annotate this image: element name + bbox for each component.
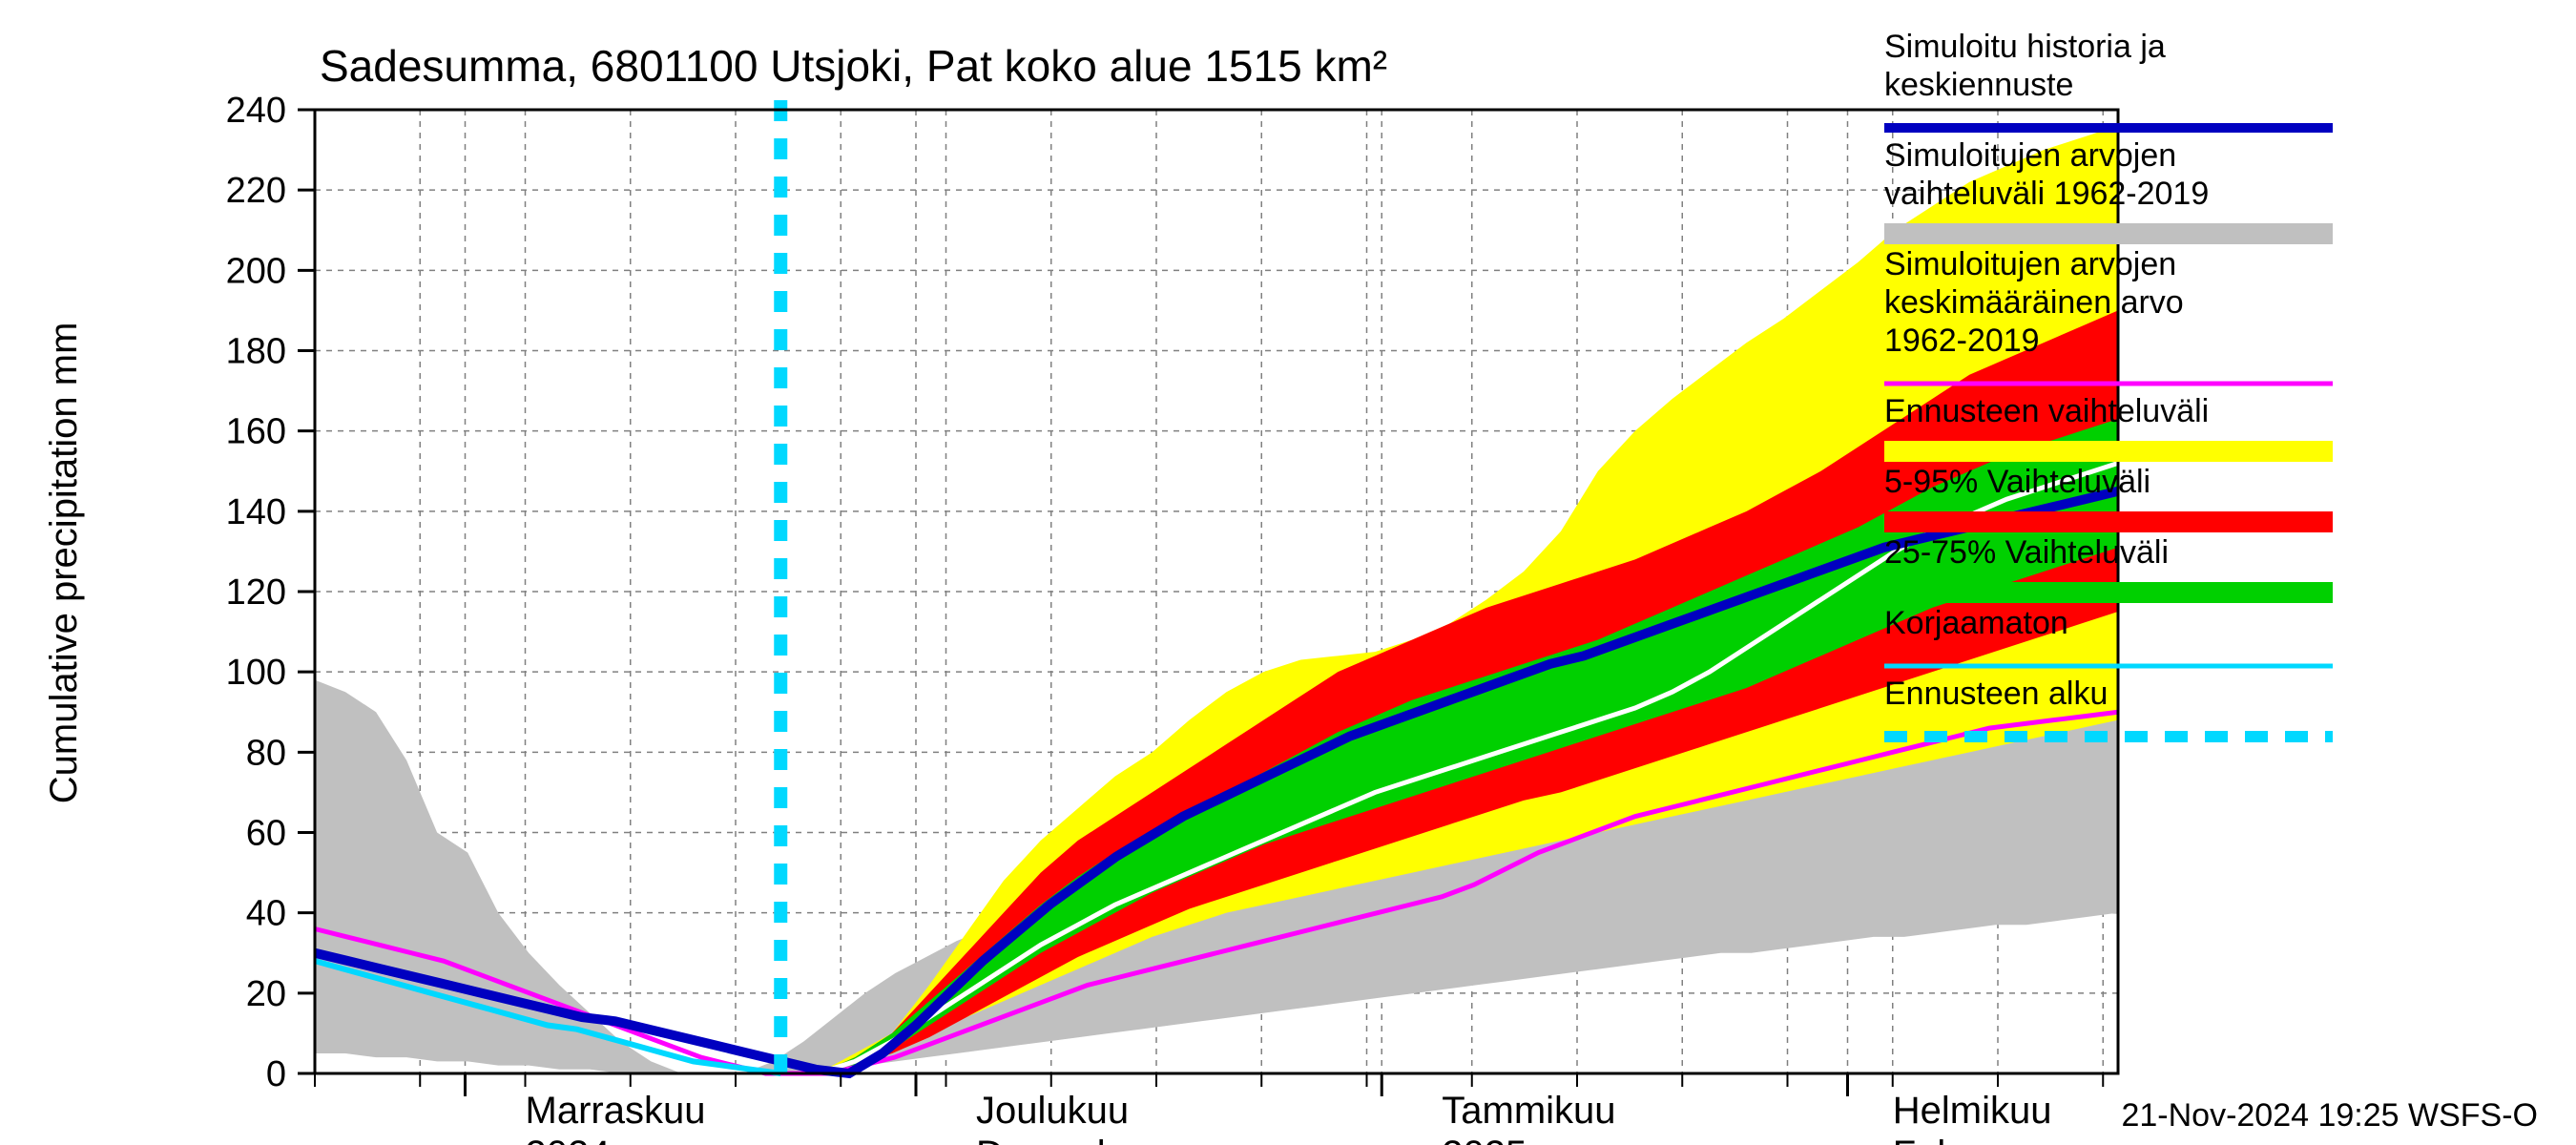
legend-label: 1962-2019 — [1884, 323, 2040, 359]
legend-label: Simuloitujen arvojen — [1884, 246, 2176, 282]
y-tick-label: 160 — [226, 412, 286, 452]
legend-swatch — [1884, 223, 2333, 244]
legend-label: Simuloitujen arvojen — [1884, 137, 2176, 174]
x-month-sublabel: 2024 — [526, 1134, 611, 1145]
x-month-label: Tammikuu — [1442, 1090, 1615, 1132]
x-month-label: Joulukuu — [976, 1090, 1129, 1132]
y-tick-label: 80 — [246, 733, 286, 773]
y-tick-label: 140 — [226, 492, 286, 532]
y-tick-label: 180 — [226, 332, 286, 372]
legend-label: Simuloitu historia ja — [1884, 29, 2166, 65]
legend-label: Korjaamaton — [1884, 605, 2068, 641]
precipitation-chart: 0 20 40 60 80 100 120 140 160 180 200 220 240 Marrask… — [0, 0, 2576, 1145]
x-month-sublabel: February — [1893, 1134, 2046, 1145]
x-month-sublabel: 2025 — [1442, 1134, 1527, 1145]
y-tick-label: 220 — [226, 171, 286, 211]
x-month-label: Helmikuu — [1893, 1090, 2052, 1132]
legend-swatch — [1884, 441, 2333, 462]
y-tick-label: 0 — [266, 1054, 286, 1094]
x-month-sublabel: December — [976, 1134, 1153, 1145]
y-tick-label: 200 — [226, 251, 286, 291]
y-tick-label: 120 — [226, 572, 286, 613]
y-tick-label: 240 — [226, 91, 286, 131]
y-axis-label: Cumulative precipitation mm — [43, 323, 85, 804]
legend-label: 5-95% Vaihteluväli — [1884, 464, 2150, 500]
chart-container: 0 20 40 60 80 100 120 140 160 180 200 220 240 Marrask… — [0, 0, 2576, 1145]
y-tick-label: 100 — [226, 653, 286, 693]
chart-footer: 21-Nov-2024 19:25 WSFS-O — [2121, 1097, 2538, 1134]
legend-label: Ennusteen alku — [1884, 676, 2108, 712]
y-tick-label: 40 — [246, 894, 286, 934]
y-tick-label: 20 — [246, 974, 286, 1014]
x-month-label: Marraskuu — [526, 1090, 706, 1132]
chart-title: Sadesumma, 6801100 Utsjoki, Pat koko alu… — [320, 41, 1387, 91]
legend-label: 25-75% Vaihteluväli — [1884, 534, 2169, 571]
legend-label: keskimääräinen arvo — [1884, 284, 2184, 321]
legend-label: keskiennuste — [1884, 67, 2073, 103]
legend-label: Ennusteen vaihteluväli — [1884, 393, 2209, 429]
y-tick-label: 60 — [246, 814, 286, 854]
legend-swatch — [1884, 582, 2333, 603]
legend-swatch — [1884, 511, 2333, 532]
legend-label: vaihteluväli 1962-2019 — [1884, 176, 2209, 212]
